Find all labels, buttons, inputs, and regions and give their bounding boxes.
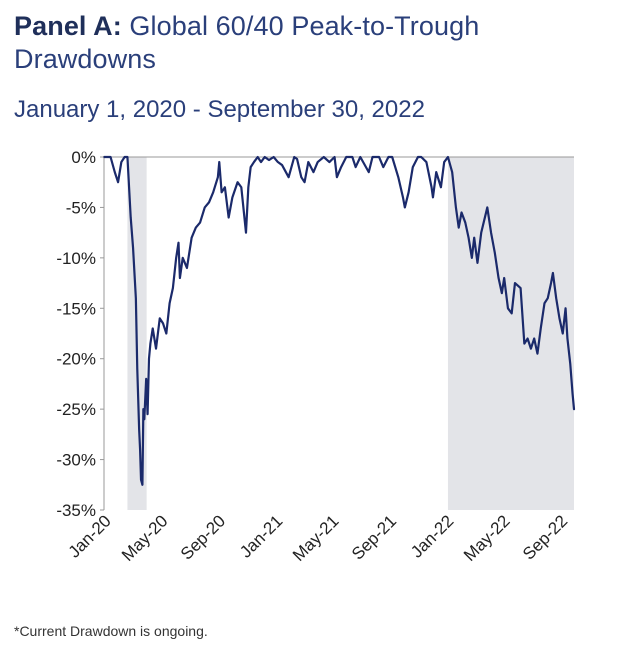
y-tick-label: -35% <box>56 501 96 520</box>
x-tick-label: May-20 <box>118 511 172 565</box>
y-tick-label: -20% <box>56 350 96 369</box>
series-layer <box>102 155 576 486</box>
chart-subtitle: January 1, 2020 - September 30, 2022 <box>14 96 425 123</box>
y-axis-ticks: 0% -5% -10% -15% -20% -25% -30% -35% <box>56 148 104 520</box>
x-tick-label: Sep-22 <box>519 511 571 563</box>
x-tick-label: May-22 <box>460 511 514 565</box>
x-tick-label: Jan-21 <box>236 511 286 561</box>
x-tick-label: Sep-20 <box>177 511 229 563</box>
y-tick-label: -30% <box>56 451 96 470</box>
y-tick-label: 0% <box>71 148 96 167</box>
shaded-period-2 <box>447 157 574 510</box>
x-tick-label: Jan-22 <box>407 511 457 561</box>
y-tick-label: -10% <box>56 249 96 268</box>
axes <box>103 156 574 510</box>
series-line-1 <box>102 155 576 486</box>
footnote: *Current Drawdown is ongoing. <box>14 623 208 639</box>
shaded-periods <box>127 157 574 510</box>
drawdown-chart: 0% -5% -10% -15% -20% -25% -30% -35% Jan-20 May-… <box>56 148 576 565</box>
x-tick-label: Sep-21 <box>348 511 400 563</box>
panel-label: Panel A: <box>14 11 122 41</box>
y-tick-label: -25% <box>56 400 96 419</box>
x-tick-label: May-21 <box>289 511 343 565</box>
chart-title-text: Global 60/40 Peak-to-Trough Drawdowns <box>14 11 480 74</box>
y-tick-label: -15% <box>56 299 96 318</box>
y-tick-label: -5% <box>66 198 96 217</box>
chart-title: Panel A: Global 60/40 Peak-to-Trough Dra… <box>14 10 614 76</box>
x-axis-ticks: Jan-20 May-20 Sep-20 Jan-21 May-21 Sep-21 Jan-… <box>65 511 572 565</box>
